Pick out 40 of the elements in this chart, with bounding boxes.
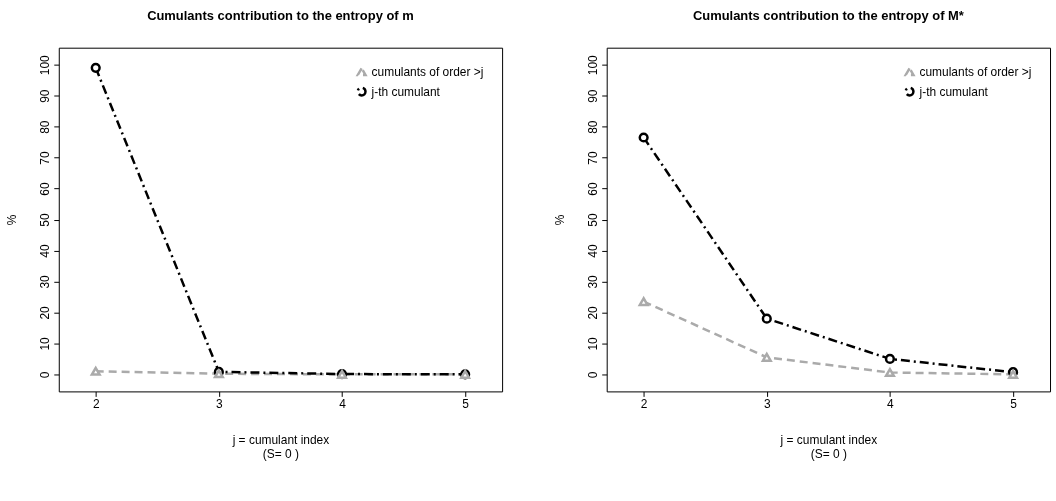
y-tick-label: 100: [586, 54, 601, 76]
chart-title: Cumulants contribution to the entropy of M*: [692, 7, 965, 23]
x-axis-title: j = cumulant index (S= 0 ): [779, 432, 878, 461]
y-tick-label: 70: [586, 151, 601, 165]
legend-label: j-th cumulant: [370, 84, 441, 99]
y-tick-label: 100: [38, 54, 53, 76]
y-tick-label: 20: [38, 305, 53, 320]
y-tick-label: 70: [38, 151, 53, 165]
y-tick-label: 40: [586, 244, 601, 258]
y-tick-label: 90: [586, 89, 601, 103]
y-tick-label: 40: [38, 244, 53, 258]
legend-label: j-th cumulant: [918, 84, 989, 99]
y-tick-label: 60: [586, 182, 601, 196]
y-tick-label: 20: [586, 305, 601, 320]
y-tick-label: 0: [38, 371, 53, 379]
x-tick-label: 4: [339, 396, 347, 411]
y-tick-label: 80: [586, 120, 601, 134]
y-tick-label: 50: [586, 213, 601, 227]
y-tick-label: 60: [38, 182, 53, 196]
y-tick-label: 30: [38, 274, 53, 289]
x-tick-label: 2: [640, 396, 648, 411]
y-axis-title: %: [5, 214, 20, 226]
y-tick-label: 80: [38, 120, 53, 134]
x-tick-label: 2: [92, 396, 100, 411]
y-tick-label: 90: [38, 89, 53, 103]
legend-label: cumulants of order >j: [371, 64, 484, 79]
legend-label: cumulants of order >j: [919, 64, 1032, 79]
x-tick-label: 5: [1010, 396, 1018, 411]
y-tick-label: 30: [586, 274, 601, 289]
y-axis-title: %: [553, 214, 568, 226]
x-tick-label: 3: [216, 396, 224, 411]
y-tick-label: 50: [38, 213, 53, 227]
chart-title: Cumulants contribution to the entropy of m: [147, 7, 414, 23]
y-tick-label: 0: [586, 371, 601, 379]
y-tick-label: 10: [586, 336, 601, 351]
y-tick-label: 10: [38, 336, 53, 351]
x-axis-title: j = cumulant index (S= 0 ): [231, 432, 330, 461]
x-tick-label: 3: [763, 396, 771, 411]
x-tick-label: 5: [462, 396, 470, 411]
x-tick-label: 4: [887, 396, 895, 411]
